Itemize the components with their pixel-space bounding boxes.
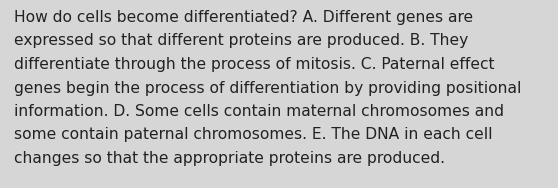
Text: How do cells become differentiated? A. Different genes are: How do cells become differentiated? A. D…	[14, 10, 473, 25]
Text: information. D. Some cells contain maternal chromosomes and: information. D. Some cells contain mater…	[14, 104, 504, 119]
Text: changes so that the appropriate proteins are produced.: changes so that the appropriate proteins…	[14, 151, 445, 166]
Text: differentiate through the process of mitosis. C. Paternal effect: differentiate through the process of mit…	[14, 57, 494, 72]
Text: some contain paternal chromosomes. E. The DNA in each cell: some contain paternal chromosomes. E. Th…	[14, 127, 493, 143]
Text: expressed so that different proteins are produced. B. They: expressed so that different proteins are…	[14, 33, 468, 49]
Text: genes begin the process of differentiation by providing positional: genes begin the process of differentiati…	[14, 80, 521, 96]
